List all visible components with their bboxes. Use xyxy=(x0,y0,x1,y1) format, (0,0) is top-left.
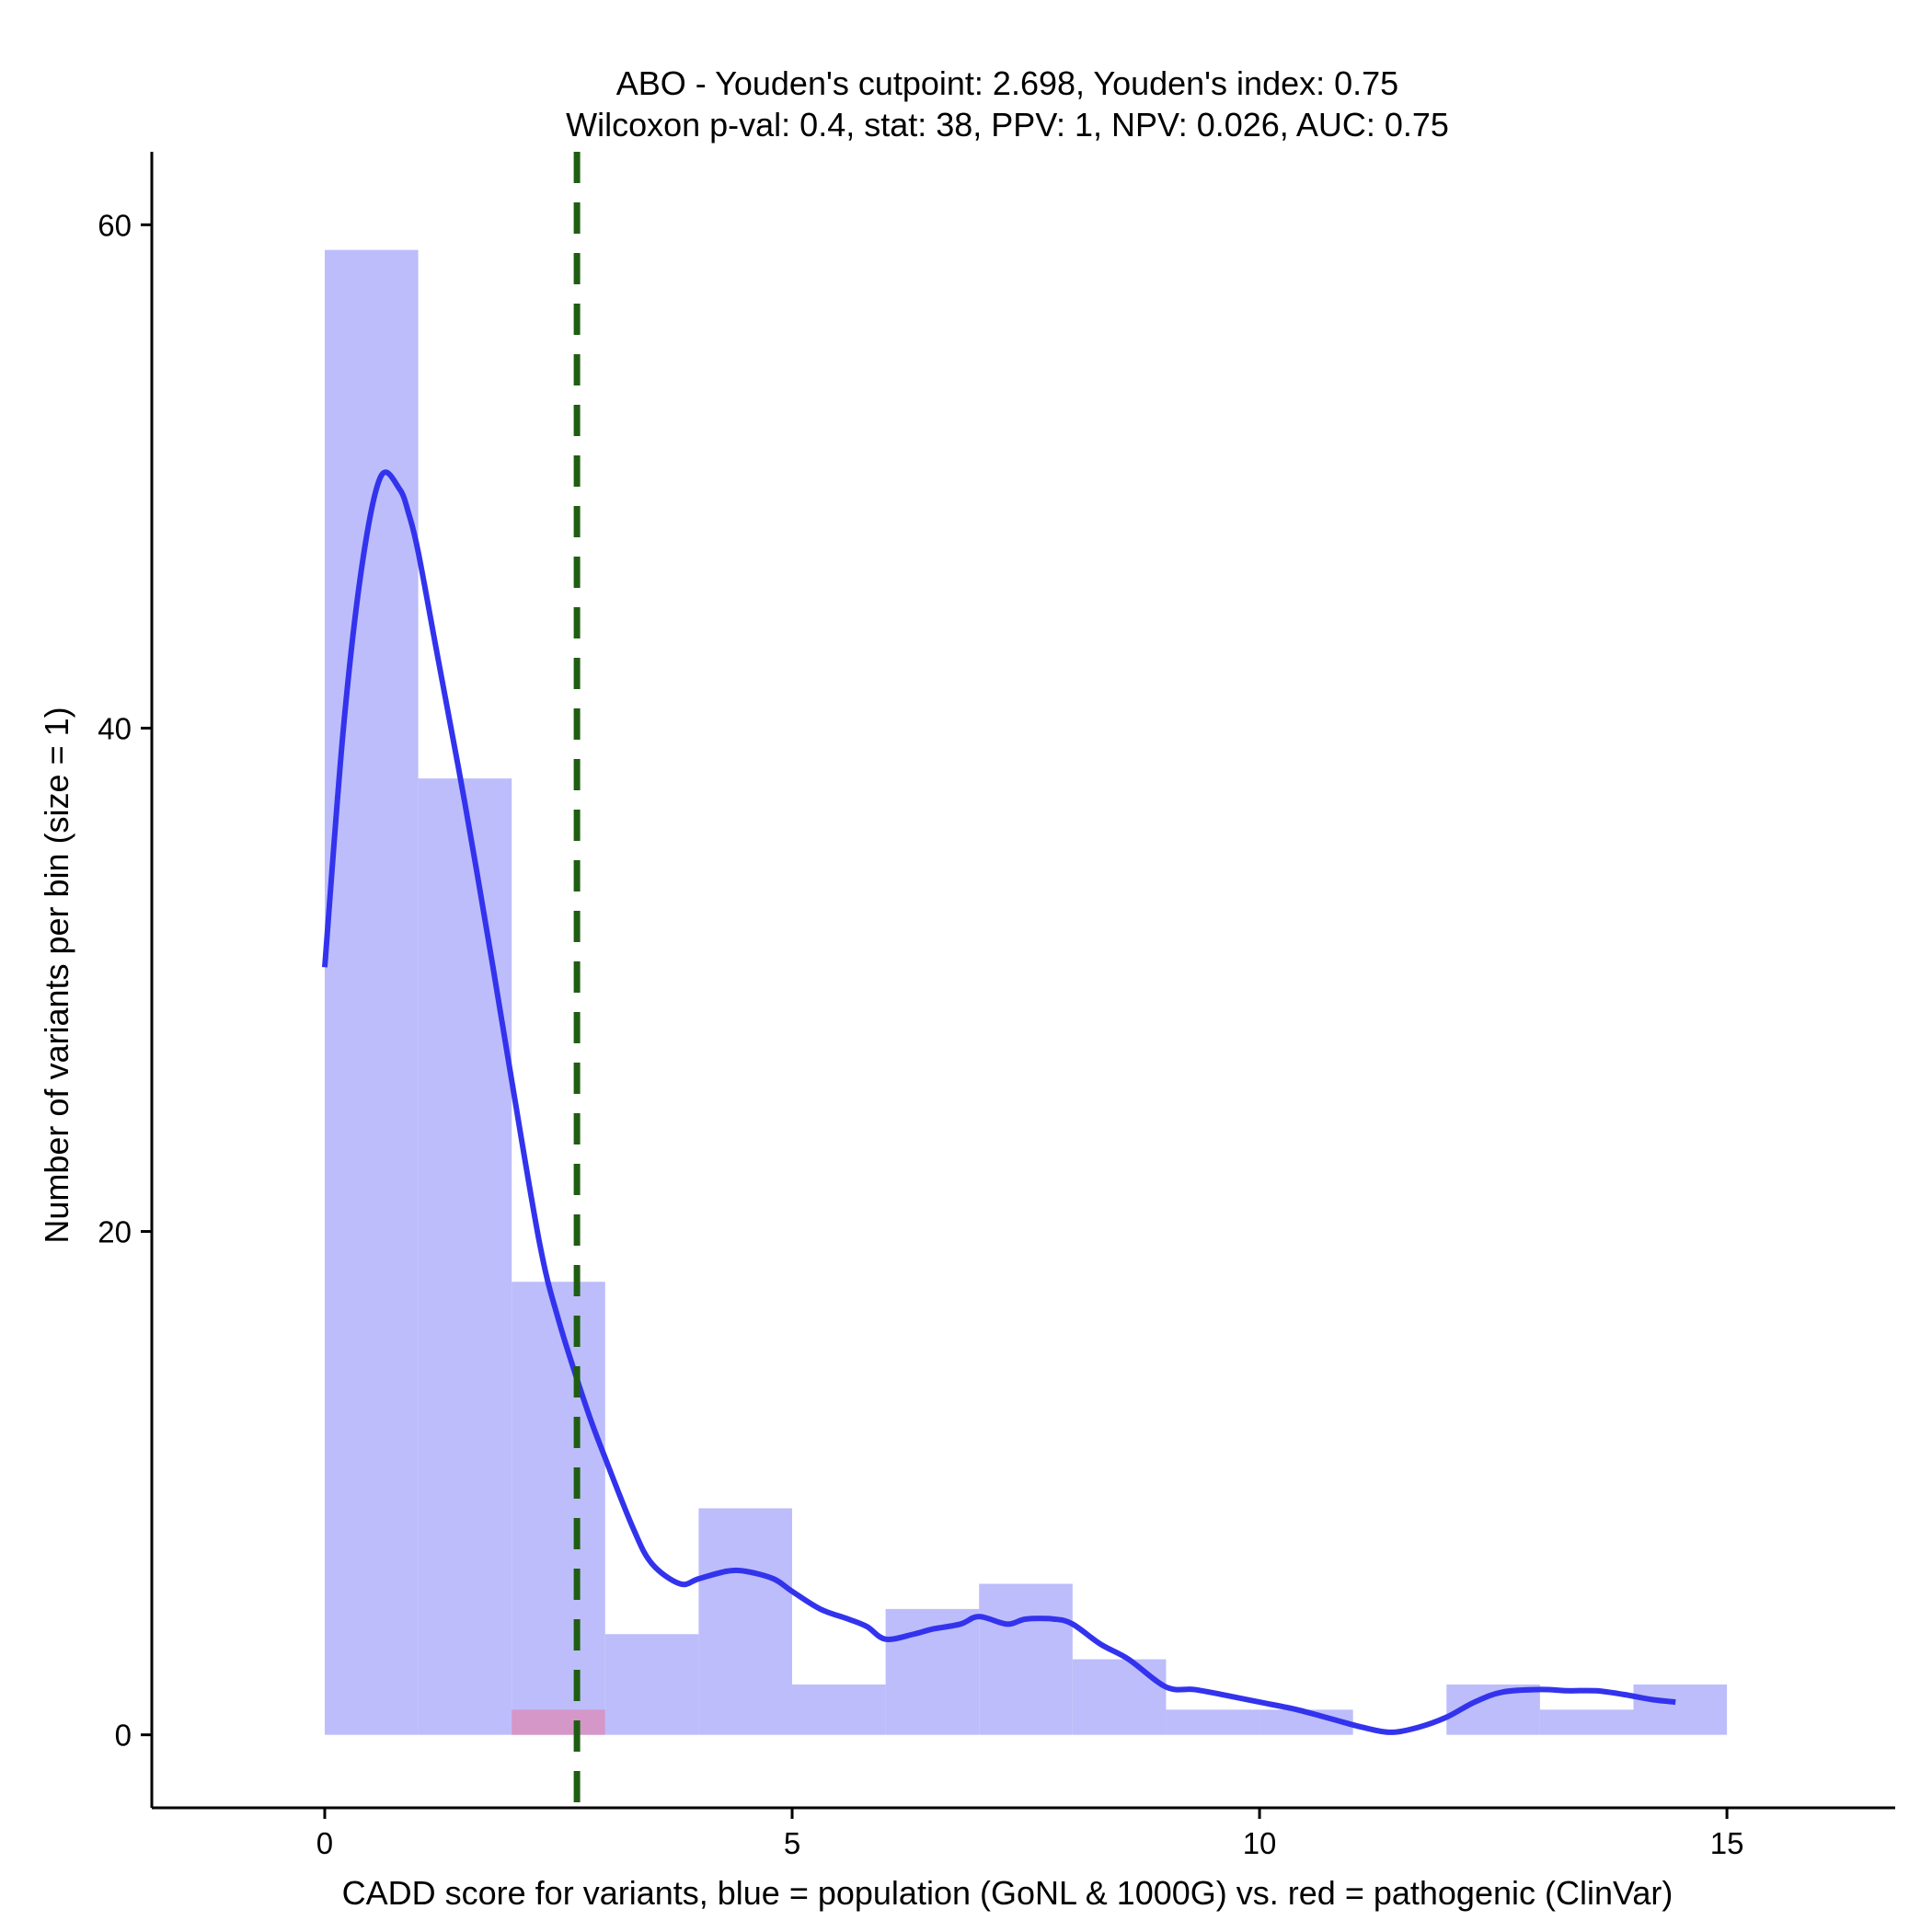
x-tick-label-10: 10 xyxy=(1243,1826,1277,1860)
axes: 0 5 10 15 0 20 40 60 xyxy=(98,152,1895,1860)
x-axis-title: CADD score for variants, blue = populati… xyxy=(342,1874,1673,1912)
bar-population-2 xyxy=(512,1282,605,1735)
density-curve-layer xyxy=(321,469,1676,1735)
y-tick-label-40: 40 xyxy=(98,711,132,745)
chart-title: ABO - Youden's cutpoint: 2.698, Youden's… xyxy=(566,64,1449,144)
y-tick-label-0: 0 xyxy=(115,1719,132,1753)
bar-population-5 xyxy=(792,1684,886,1735)
x-tick-label-0: 0 xyxy=(316,1826,333,1860)
y-axis-title: Number of variants per bin (size = 1) xyxy=(38,707,75,1243)
bar-population-3 xyxy=(604,1634,699,1735)
y-tick-label-60: 60 xyxy=(98,208,132,242)
bar-population-4 xyxy=(698,1508,793,1735)
bar-population-9 xyxy=(1166,1709,1260,1735)
x-tick-label-15: 15 xyxy=(1710,1826,1744,1860)
y-tick-label-20: 20 xyxy=(98,1215,132,1249)
bar-population-8 xyxy=(1072,1659,1167,1735)
density-curve xyxy=(321,469,1676,1735)
x-axis-ticks: 0 5 10 15 xyxy=(316,1808,1744,1860)
chart-title-line-1: ABO - Youden's cutpoint: 2.698, Youden's… xyxy=(616,64,1398,102)
bar-population-13 xyxy=(1539,1709,1634,1735)
y-axis-ticks: 0 20 40 60 xyxy=(98,208,152,1753)
bar-population-7 xyxy=(979,1583,1073,1735)
chart-title-line-2: Wilcoxon p-val: 0.4, stat: 38, PPV: 1, N… xyxy=(566,106,1449,144)
bar-pathogenic-0 xyxy=(512,1709,605,1735)
x-tick-label-5: 5 xyxy=(784,1826,800,1860)
histogram-bars xyxy=(324,249,1728,1735)
bar-population-0 xyxy=(324,249,419,1735)
bar-population-1 xyxy=(418,778,512,1735)
bar-population-14 xyxy=(1633,1684,1728,1735)
